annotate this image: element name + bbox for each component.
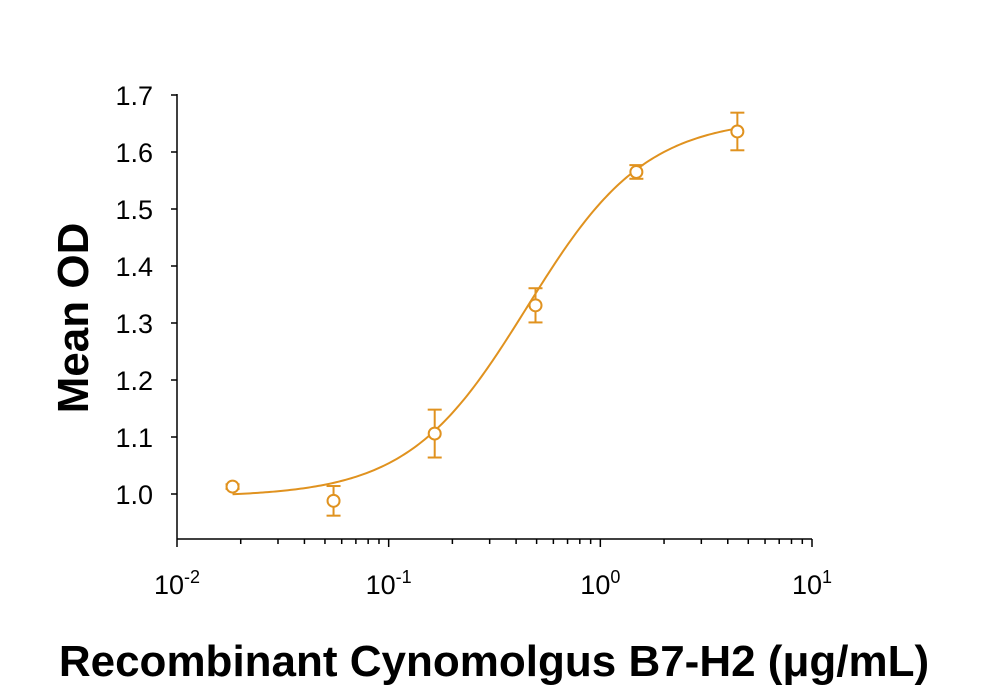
y-tick-label: 1.6	[115, 138, 153, 168]
y-axis-title: Mean OD	[49, 223, 98, 414]
x-tick-label: 100	[580, 567, 620, 600]
x-axis-title: Recombinant Cynomolgus B7-H2 (μg/mL)	[59, 637, 929, 686]
x-ticks: 10-2 10-1 100 101	[154, 539, 832, 600]
y-tick-label: 1.5	[115, 195, 153, 225]
data-point	[730, 124, 745, 139]
y-tick-label: 1.2	[115, 366, 153, 396]
x-tick-label: 101	[792, 567, 832, 600]
series-layer	[225, 111, 745, 517]
data-point	[528, 298, 543, 313]
plot-area: 1.0 1.1 1.2 1.3 1.4 1.5 1.6 1.7 10-2 10-1 100 101	[115, 81, 832, 600]
fit-curve	[232, 127, 738, 496]
y-tick-label: 1.4	[115, 252, 153, 282]
y-tick-label: 1.7	[115, 81, 153, 111]
data-point	[427, 426, 442, 441]
y-tick-label: 1.1	[115, 423, 153, 453]
data-point	[326, 493, 341, 508]
x-tick-label: 10-1	[366, 567, 412, 600]
y-ticks: 1.0 1.1 1.2 1.3 1.4 1.5 1.6 1.7	[115, 81, 177, 510]
data-point	[629, 164, 644, 179]
data-point	[225, 479, 240, 494]
x-tick-label: 10-2	[154, 567, 200, 600]
y-tick-label: 1.3	[115, 309, 153, 339]
y-tick-label: 1.0	[115, 480, 153, 510]
